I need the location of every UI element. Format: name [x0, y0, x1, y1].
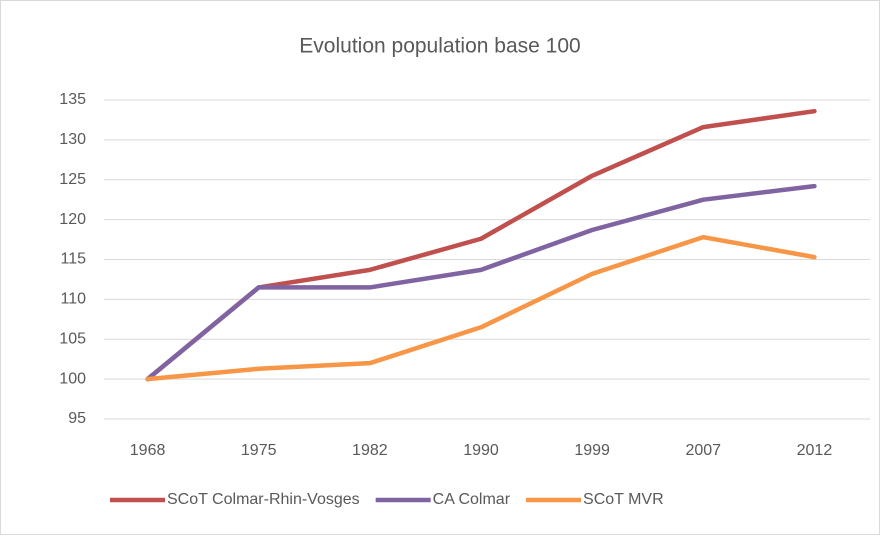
- x-tick-label: 1999: [574, 442, 610, 459]
- y-tick-label: 130: [59, 131, 86, 148]
- x-tick-label: 1982: [352, 442, 388, 459]
- y-tick-label: 100: [59, 370, 86, 387]
- series-line: [145, 183, 817, 382]
- y-tick-label: 115: [60, 251, 86, 268]
- x-tick-label: 1968: [130, 442, 166, 459]
- x-tick-label: 2007: [685, 442, 721, 459]
- legend-label: SCoT Colmar-Rhin-Vosges: [167, 491, 360, 508]
- y-tick-label: 135: [59, 91, 86, 108]
- legend-label: CA Colmar: [433, 491, 511, 508]
- chart-title: Evolution population base 100: [299, 35, 580, 58]
- x-tick-label: 2012: [797, 442, 833, 459]
- x-tick-label: 1990: [463, 442, 499, 459]
- series-line: [145, 234, 817, 382]
- y-tick-label: 120: [59, 211, 86, 228]
- x-tick-label: 1975: [241, 442, 277, 459]
- y-tick-label: 105: [59, 330, 86, 347]
- legend-label: SCoT MVR: [583, 491, 664, 508]
- y-tick-label: 125: [59, 171, 86, 188]
- y-tick-label: 95: [68, 410, 86, 427]
- y-tick-label: 110: [60, 291, 86, 308]
